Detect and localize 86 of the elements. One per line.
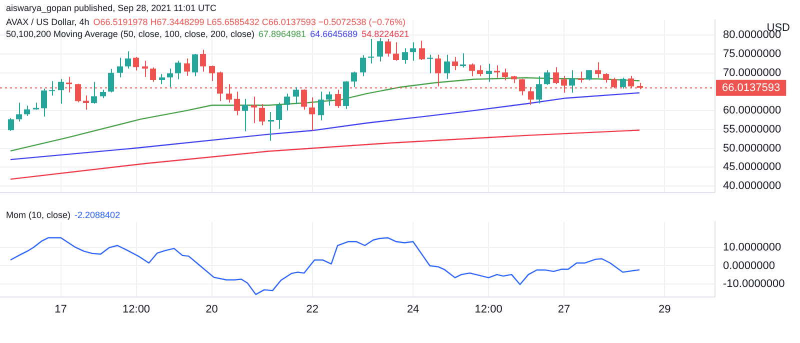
candlestick xyxy=(125,50,131,70)
candlestick xyxy=(259,104,265,126)
text: 54.8224621 xyxy=(362,29,410,39)
y-tick-label: 10.0000000 xyxy=(723,241,782,254)
candlestick xyxy=(200,49,206,72)
candlestick xyxy=(553,66,559,85)
candlestick xyxy=(41,88,47,118)
candlestick xyxy=(184,58,190,76)
candlestick xyxy=(284,93,290,112)
candlestick xyxy=(58,78,64,104)
y-tick-label: 0.0000000 xyxy=(723,260,775,272)
y-tick-label: -10.0000000 xyxy=(723,278,785,290)
candlestick xyxy=(8,118,14,132)
candlestick xyxy=(427,54,433,74)
candlestick xyxy=(452,56,458,71)
candlestick xyxy=(544,70,550,86)
candlestick xyxy=(209,65,215,82)
x-tick-label: 29 xyxy=(658,304,671,316)
candlestick xyxy=(276,102,282,130)
candlestick xyxy=(536,76,542,104)
candlestick xyxy=(234,91,240,116)
candlestick xyxy=(91,81,97,104)
candlestick xyxy=(351,71,357,88)
y-tick-label: 45.0000000 xyxy=(723,161,782,174)
x-tick-label: 17 xyxy=(54,304,67,316)
chart-title: AVAX / US Dollar, 4h xyxy=(6,17,90,27)
y-tick-label: 60.0000000 xyxy=(723,104,782,117)
text: 64.6645689 xyxy=(310,29,358,39)
candlestick xyxy=(133,56,139,72)
candlestick xyxy=(494,64,500,78)
candlestick xyxy=(620,77,626,90)
y-tick-label: 70.0000000 xyxy=(723,66,782,79)
candlestick xyxy=(586,70,592,81)
y-tick-label: 50.0000000 xyxy=(723,142,782,154)
candlestick xyxy=(460,52,466,68)
y-tick-label: 75.0000000 xyxy=(723,48,782,60)
y-tick-label: 55.0000000 xyxy=(723,123,782,136)
candlestick xyxy=(444,54,450,80)
candlestick xyxy=(486,63,492,82)
x-tick-label: 12:00 xyxy=(122,304,150,316)
ref-line-label: 66.0137593 xyxy=(722,82,780,94)
candlestick xyxy=(335,89,341,108)
x-tick-label: 24 xyxy=(406,304,420,316)
candlestick xyxy=(293,86,299,105)
candlestick xyxy=(117,57,123,78)
candlestick xyxy=(402,48,408,64)
candlestick xyxy=(569,70,575,94)
y-tick-label: 40.0000000 xyxy=(723,180,782,192)
candlestick xyxy=(326,91,332,106)
legend-title: 50,100,200 Moving Average (50, close, 100, close, 200, close) xyxy=(6,29,254,39)
candlestick xyxy=(502,68,508,81)
candlestick xyxy=(435,54,441,87)
candlestick xyxy=(377,38,383,62)
legend-title: Mom (10, close) xyxy=(6,210,71,220)
candlestick xyxy=(360,54,366,77)
text: -2.2088402 xyxy=(74,210,120,220)
candlestick xyxy=(419,40,425,60)
candlestick xyxy=(318,91,324,121)
candlestick xyxy=(175,60,181,80)
candlestick xyxy=(385,38,391,58)
candlestick xyxy=(603,72,609,84)
candlestick xyxy=(595,62,601,78)
candlestick xyxy=(393,42,399,62)
candlestick xyxy=(83,94,89,110)
candlestick xyxy=(167,68,173,88)
candlestick xyxy=(108,68,114,93)
candlestick xyxy=(192,53,198,77)
x-tick-label: 20 xyxy=(206,304,218,316)
candlestick xyxy=(578,71,584,84)
annotation: O66.5191978 H67.3448299 L65.6585432 C66.0137593 −0.5072538 (−0.76%) xyxy=(93,17,406,27)
text: 67.8964981 xyxy=(258,29,306,39)
candlestick xyxy=(469,62,475,77)
candlestick xyxy=(24,105,30,116)
candlestick xyxy=(309,96,315,132)
candlestick xyxy=(49,80,55,96)
text: aiswarya_gopan published, Sep 28, 2021 11:01 UTC xyxy=(6,2,218,14)
candlestick xyxy=(150,67,156,82)
candlestick xyxy=(16,102,22,122)
candlestick xyxy=(159,73,165,85)
x-tick-label: 22 xyxy=(306,304,319,316)
candlestick xyxy=(410,42,416,62)
x-tick-label: 27 xyxy=(558,304,570,316)
candlestick xyxy=(477,64,483,77)
candlestick xyxy=(242,98,248,132)
x-tick-label: 12:00 xyxy=(474,304,502,316)
candlestick xyxy=(268,112,274,142)
